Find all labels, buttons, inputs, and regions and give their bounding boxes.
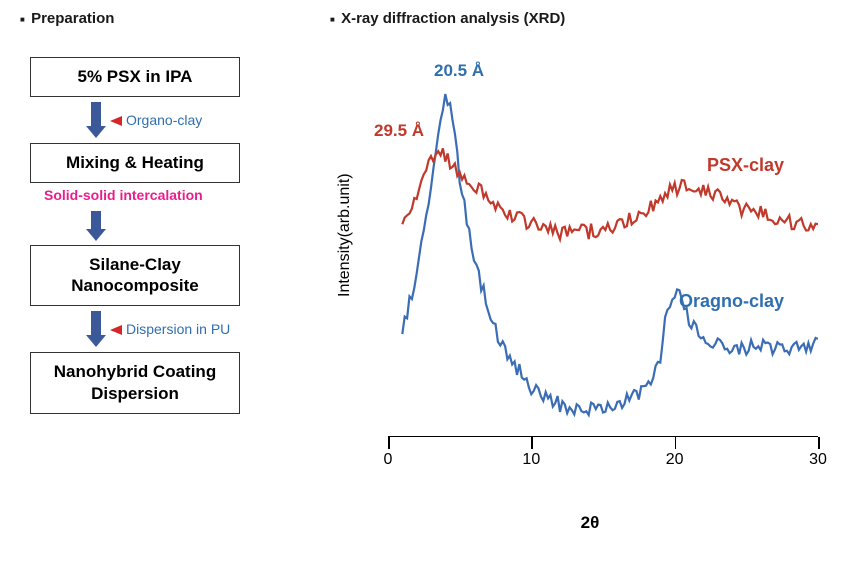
peak-label-blue: 20.5 Å xyxy=(434,61,484,81)
down-arrow-icon xyxy=(90,207,102,245)
preparation-title: Preparation xyxy=(20,10,330,27)
flow-arrow-3: Dispersion in PU xyxy=(90,306,230,352)
xrd-panel: X-ray diffraction analysis (XRD) Intensi… xyxy=(330,0,867,569)
arrow3-label: Dispersion in PU xyxy=(110,321,230,337)
xrd-title: X-ray diffraction analysis (XRD) xyxy=(330,10,857,27)
down-arrow-icon xyxy=(90,306,102,352)
flow-box-nanocomposite: Silane-Clay Nanocomposite xyxy=(30,245,240,306)
y-axis-label: Intensity(arb.unit) xyxy=(336,173,354,297)
flow-arrow-1: Organo-clay xyxy=(90,97,202,143)
left-arrow-icon xyxy=(110,325,122,335)
down-arrow-icon xyxy=(90,97,102,143)
preparation-panel: Preparation 5% PSX in IPA Organo-clay Mi… xyxy=(0,0,330,569)
organo-clay-curve xyxy=(402,94,818,415)
plot-area: 20.5 Å 29.5 Å PSX-clay Oragno-clay 01020… xyxy=(388,67,818,477)
preparation-flowchart: 5% PSX in IPA Organo-clay Mixing & Heati… xyxy=(30,57,330,414)
x-tick xyxy=(675,437,677,449)
xrd-chart: Intensity(arb.unit) 20.5 Å 29.5 Å PSX-cl… xyxy=(340,57,840,537)
x-tick-label: 0 xyxy=(384,451,393,469)
series-label-organo: Oragno-clay xyxy=(679,291,784,312)
x-tick-label: 30 xyxy=(809,451,827,469)
peak-label-red: 29.5 Å xyxy=(374,121,424,141)
x-tick xyxy=(818,437,820,449)
flow-box-psx-ipa: 5% PSX in IPA xyxy=(30,57,240,97)
x-tick xyxy=(531,437,533,449)
flow-box-dispersion: Nanohybrid Coating Dispersion xyxy=(30,352,240,414)
x-axis-line xyxy=(388,436,818,437)
x-tick-label: 20 xyxy=(666,451,684,469)
arrow1-label: Organo-clay xyxy=(110,112,202,128)
xrd-curves-svg xyxy=(388,67,818,477)
flow-box-mixing: Mixing & Heating xyxy=(30,143,240,183)
flow-arrow-2 xyxy=(90,207,102,245)
left-arrow-icon xyxy=(110,116,122,126)
x-tick-label: 10 xyxy=(522,451,540,469)
intercalation-label: Solid-solid intercalation xyxy=(44,187,203,203)
series-label-psx: PSX-clay xyxy=(707,155,784,176)
x-tick xyxy=(388,437,390,449)
x-axis-label: 2θ xyxy=(581,513,600,533)
